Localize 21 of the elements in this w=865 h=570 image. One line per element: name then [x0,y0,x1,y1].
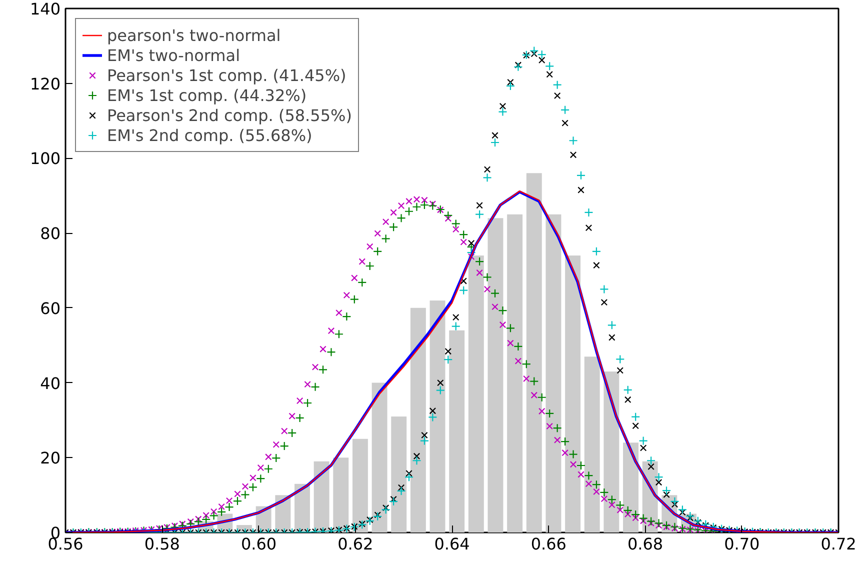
x-tick-label: 0.64 [434,534,470,554]
y-tick-label: 140 [30,0,61,18]
legend-label: pearson's two-normal [107,25,281,45]
x-tick-label: 0.60 [240,534,277,554]
x-tick-label: 0.68 [627,534,664,554]
legend-label: EM's 1st comp. (44.32%) [107,85,307,105]
x-tick-label: 0.66 [530,534,566,554]
x-tick-label: 0.62 [338,534,374,554]
legend-label: Pearson's 1st comp. (41.45%) [107,65,346,85]
y-tick-label: 100 [30,149,61,168]
x-tick-label: 0.58 [144,534,180,554]
y-tick-label: 80 [40,224,60,244]
x-tick-label: 0.72 [820,534,856,554]
x-tick-label: 0.70 [724,534,760,554]
y-tick-label: 40 [40,374,60,393]
y-tick-label: 60 [40,298,60,318]
legend-label: EM's 2nd comp. (55.68%) [107,125,312,145]
legend-label: Pearson's 2nd comp. (58.55%) [107,105,352,125]
legend-label: EM's two-normal [107,45,240,65]
y-tick-label: 120 [30,74,61,94]
y-tick-label: 20 [40,448,60,468]
